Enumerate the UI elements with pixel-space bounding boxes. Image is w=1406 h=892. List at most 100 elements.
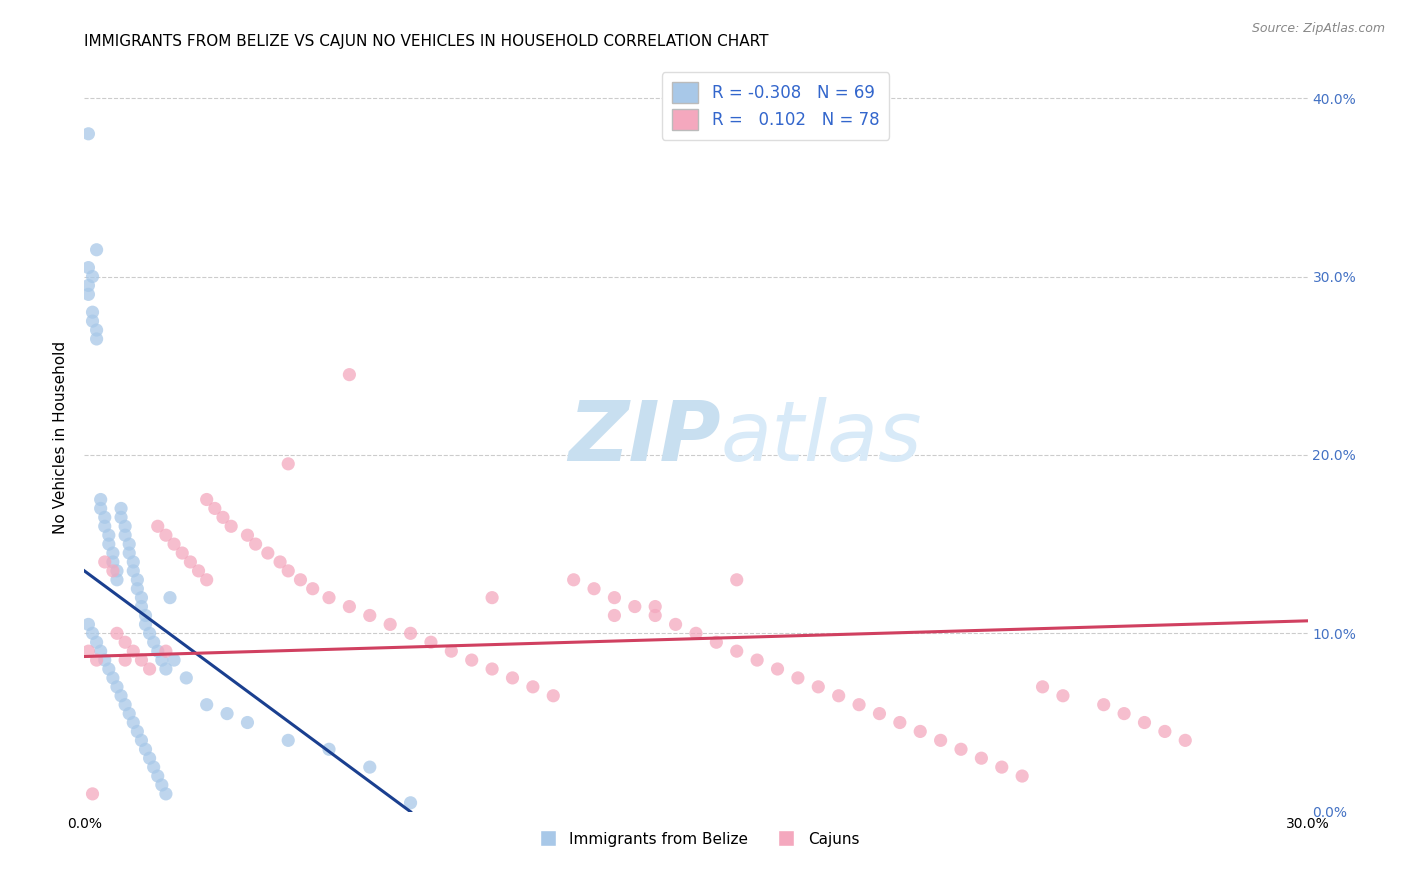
Point [101, 564, 124, 578]
Point [277, 733, 299, 747]
Point [90, 501, 112, 516]
Point [399, 626, 422, 640]
Point [97, 662, 120, 676]
Point [77, 287, 100, 301]
Point [1114, 706, 1136, 721]
Point [461, 653, 484, 667]
Point [970, 751, 993, 765]
Point [787, 671, 810, 685]
Point [127, 724, 149, 739]
Point [110, 510, 132, 524]
Point [163, 537, 186, 551]
Point [950, 742, 973, 756]
Point [82, 787, 104, 801]
Point [195, 492, 218, 507]
Point [90, 644, 112, 658]
Point [706, 635, 728, 649]
Point [77, 617, 100, 632]
Point [114, 698, 136, 712]
Point [146, 644, 169, 658]
Point [105, 680, 128, 694]
Point [1133, 715, 1156, 730]
Point [77, 644, 100, 658]
Point [174, 671, 197, 685]
Point [440, 644, 463, 658]
Point [359, 608, 381, 623]
Point [1011, 769, 1033, 783]
Point [1154, 724, 1177, 739]
Point [380, 617, 402, 632]
Point [150, 778, 173, 792]
Point [118, 546, 141, 560]
Point [101, 546, 124, 560]
Point [1032, 680, 1054, 694]
Text: atlas: atlas [720, 397, 922, 477]
Point [583, 582, 606, 596]
Text: ZIP: ZIP [568, 397, 720, 477]
Point [481, 662, 503, 676]
Point [848, 698, 870, 712]
Point [1052, 689, 1074, 703]
Point [195, 573, 218, 587]
Point [318, 591, 340, 605]
Point [1092, 698, 1115, 712]
Point [122, 555, 145, 569]
Point [82, 269, 104, 284]
Point [86, 243, 108, 257]
Text: IMMIGRANTS FROM BELIZE VS CAJUN NO VEHICLES IN HOUSEHOLD CORRELATION CHART: IMMIGRANTS FROM BELIZE VS CAJUN NO VEHIC… [84, 34, 769, 49]
Point [135, 742, 157, 756]
Point [142, 635, 165, 649]
Point [257, 546, 280, 560]
Point [929, 733, 952, 747]
Point [991, 760, 1014, 774]
Point [114, 528, 136, 542]
Point [105, 573, 128, 587]
Point [114, 519, 136, 533]
Point [245, 537, 267, 551]
Point [725, 644, 748, 658]
Point [90, 492, 112, 507]
Point [142, 760, 165, 774]
Point [236, 528, 259, 542]
Point [869, 706, 891, 721]
Point [82, 626, 104, 640]
Point [93, 653, 115, 667]
Point [766, 662, 789, 676]
Point [110, 501, 132, 516]
Point [146, 519, 169, 533]
Point [114, 635, 136, 649]
Point [339, 599, 361, 614]
Point [93, 519, 115, 533]
Point [172, 546, 194, 560]
Point [77, 260, 100, 275]
Point [420, 635, 443, 649]
Point [159, 591, 181, 605]
Point [644, 608, 666, 623]
Point [910, 724, 932, 739]
Point [127, 573, 149, 587]
Point [236, 715, 259, 730]
Point [82, 305, 104, 319]
Point [318, 742, 340, 756]
Point [77, 278, 100, 293]
Point [97, 528, 120, 542]
Point [150, 653, 173, 667]
Point [131, 733, 153, 747]
Point [97, 537, 120, 551]
Y-axis label: No Vehicles in Household: No Vehicles in Household [53, 341, 69, 533]
Point [339, 368, 361, 382]
Point [828, 689, 851, 703]
Point [93, 510, 115, 524]
Point [725, 573, 748, 587]
Point [127, 582, 149, 596]
Point [86, 653, 108, 667]
Point [1174, 733, 1197, 747]
Point [543, 689, 565, 703]
Point [644, 599, 666, 614]
Point [135, 617, 157, 632]
Point [131, 653, 153, 667]
Point [86, 635, 108, 649]
Point [155, 787, 177, 801]
Point [122, 564, 145, 578]
Point [290, 573, 312, 587]
